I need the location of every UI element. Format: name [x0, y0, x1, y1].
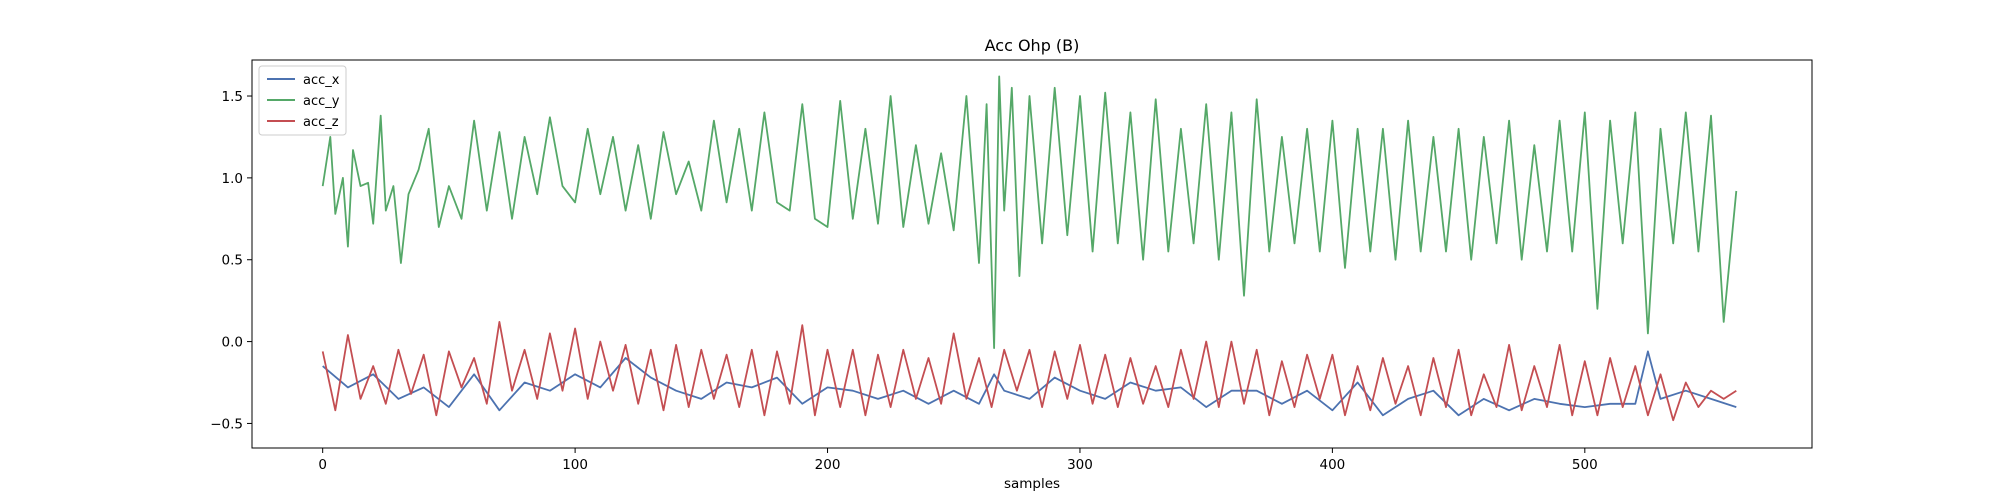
- y-tick-label: 0.5: [222, 253, 243, 269]
- x-axis-label: samples: [1004, 476, 1060, 492]
- legend-label-acc-y: acc_y: [303, 94, 340, 109]
- plot-frame: [251, 59, 1813, 449]
- y-tick-label: 1.0: [222, 171, 243, 187]
- y-tick-label: 0.0: [222, 335, 243, 351]
- x-tick-label: 100: [562, 457, 588, 473]
- x-tick-label: 0: [318, 457, 327, 473]
- x-tick-label: 200: [815, 457, 841, 473]
- legend: acc_x acc_y acc_z: [258, 65, 347, 136]
- x-tick-label: 400: [1319, 457, 1345, 473]
- chart-title: Acc Ohp (B): [985, 36, 1080, 55]
- series-layer: [321, 75, 1738, 422]
- y-tick-label: 1.5: [222, 89, 243, 105]
- series-line-acc-y: [321, 75, 1738, 350]
- legend-label-acc-x: acc_x: [303, 73, 340, 88]
- y-tick-label: −0.5: [210, 416, 243, 432]
- x-tick-label: 300: [1067, 457, 1093, 473]
- x-tick-label: 500: [1572, 457, 1598, 473]
- series-line-acc-z: [321, 320, 1737, 422]
- plot-area: [251, 59, 1813, 449]
- legend-label-acc-z: acc_z: [303, 115, 339, 130]
- series-line-acc-x: [322, 350, 1737, 417]
- x-axis: 0 100 200 300 400 500: [318, 448, 1598, 473]
- legend-box: [258, 65, 347, 136]
- y-axis: −0.5 0.0 0.5 1.0 1.5: [210, 89, 252, 432]
